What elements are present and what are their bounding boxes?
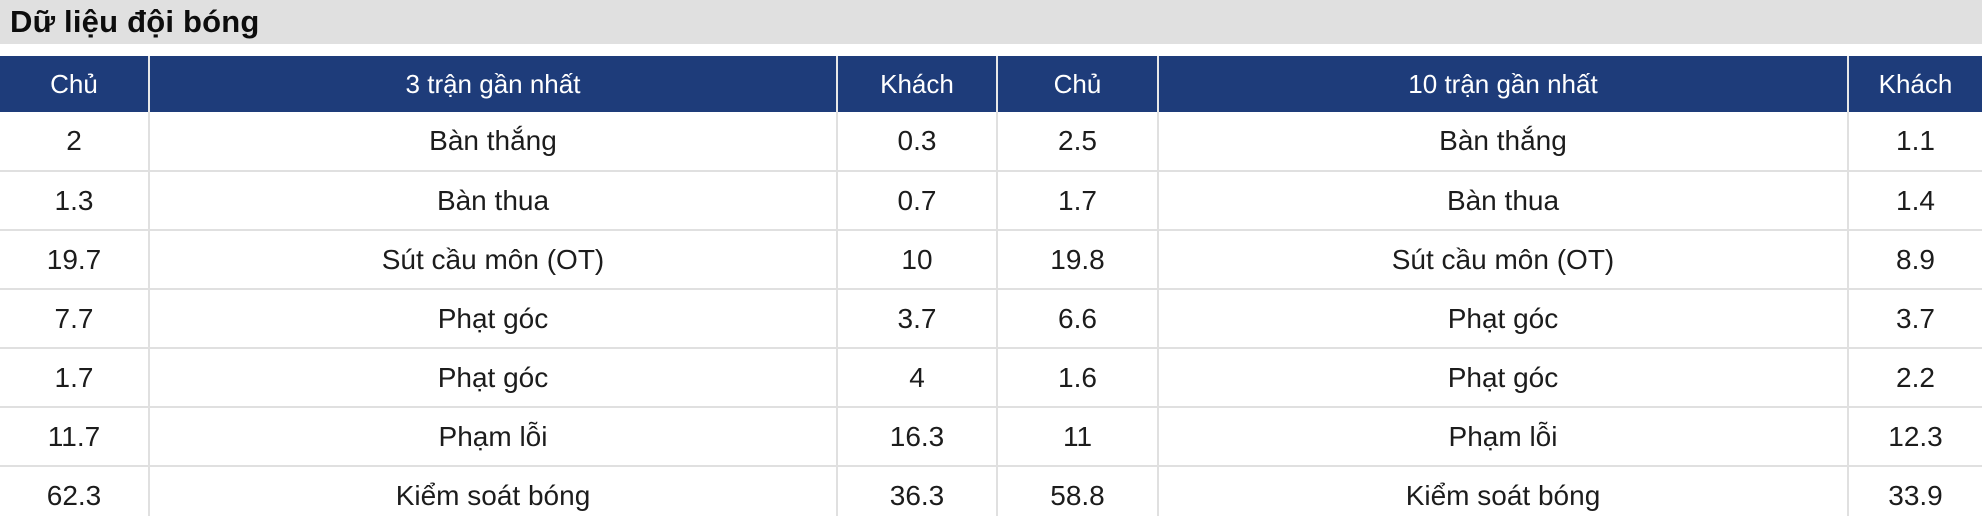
table-row: 62.3 Kiểm soát bóng 36.3 58.8 Kiểm soát bóng… bbox=[0, 466, 1982, 516]
cell-home10: 11 bbox=[997, 407, 1159, 467]
cell-away3: 16.3 bbox=[837, 407, 998, 467]
header-cell-stat3: 3 trận gần nhất bbox=[149, 56, 838, 112]
cell-away10: 8.9 bbox=[1848, 230, 1982, 290]
header-cell-away10: Khách bbox=[1848, 56, 1982, 112]
cell-stat3: Sút cầu môn (OT) bbox=[149, 230, 838, 290]
cell-home10: 1.7 bbox=[997, 171, 1159, 231]
cell-home10: 58.8 bbox=[997, 466, 1159, 516]
cell-home3: 19.7 bbox=[0, 230, 150, 290]
cell-stat3: Bàn thua bbox=[149, 171, 838, 231]
cell-home10: 1.6 bbox=[997, 348, 1159, 408]
cell-away3: 36.3 bbox=[837, 466, 998, 516]
cell-home10: 19.8 bbox=[997, 230, 1159, 290]
cell-away3: 0.7 bbox=[837, 171, 998, 231]
header-cell-home10: Chủ bbox=[997, 56, 1159, 112]
cell-away3: 4 bbox=[837, 348, 998, 408]
header-cell-away3: Khách bbox=[837, 56, 998, 112]
team-stats-table: Chủ 3 trận gần nhất Khách Chủ 10 trận gần nh… bbox=[0, 56, 1982, 516]
cell-home3: 1.3 bbox=[0, 171, 150, 231]
cell-stat3: Kiểm soát bóng bbox=[149, 466, 838, 516]
cell-away10: 3.7 bbox=[1848, 289, 1982, 349]
cell-away3: 3.7 bbox=[837, 289, 998, 349]
cell-stat10: Phạm lỗi bbox=[1158, 407, 1849, 467]
table-row: 1.7 Phạt góc 4 1.6 Phạt góc 2.2 bbox=[0, 348, 1982, 408]
cell-stat10: Kiểm soát bóng bbox=[1158, 466, 1849, 516]
header-cell-home3: Chủ bbox=[0, 56, 150, 112]
table-row: 2 Bàn thắng 0.3 2.5 Bàn thắng 1.1 bbox=[0, 112, 1982, 172]
cell-away10: 1.4 bbox=[1848, 171, 1982, 231]
cell-away3: 0.3 bbox=[837, 112, 998, 172]
table-row: 19.7 Sút cầu môn (OT) 10 19.8 Sút cầu môn (O… bbox=[0, 230, 1982, 290]
cell-stat3: Phạm lỗi bbox=[149, 407, 838, 467]
title-separator bbox=[0, 44, 1982, 56]
header-cell-stat10: 10 trận gần nhất bbox=[1158, 56, 1849, 112]
cell-stat3: Bàn thắng bbox=[149, 112, 838, 172]
cell-home3: 2 bbox=[0, 112, 150, 172]
cell-away10: 2.2 bbox=[1848, 348, 1982, 408]
cell-stat10: Phạt góc bbox=[1158, 289, 1849, 349]
cell-away10: 33.9 bbox=[1848, 466, 1982, 516]
table-row: 7.7 Phạt góc 3.7 6.6 Phạt góc 3.7 bbox=[0, 289, 1982, 349]
cell-stat10: Bàn thắng bbox=[1158, 112, 1849, 172]
table-row: 1.3 Bàn thua 0.7 1.7 Bàn thua 1.4 bbox=[0, 171, 1982, 231]
cell-home3: 11.7 bbox=[0, 407, 150, 467]
header-row: Chủ 3 trận gần nhất Khách Chủ 10 trận gần nh… bbox=[0, 56, 1982, 112]
cell-stat10: Phạt góc bbox=[1158, 348, 1849, 408]
table-row: 11.7 Phạm lỗi 16.3 11 Phạm lỗi 12.3 bbox=[0, 407, 1982, 467]
cell-home3: 7.7 bbox=[0, 289, 150, 349]
cell-home10: 2.5 bbox=[997, 112, 1159, 172]
cell-away10: 12.3 bbox=[1848, 407, 1982, 467]
cell-stat10: Sút cầu môn (OT) bbox=[1158, 230, 1849, 290]
cell-away10: 1.1 bbox=[1848, 112, 1982, 172]
cell-stat3: Phạt góc bbox=[149, 348, 838, 408]
section-title: Dữ liệu đội bóng bbox=[0, 0, 1982, 44]
cell-home10: 6.6 bbox=[997, 289, 1159, 349]
cell-home3: 62.3 bbox=[0, 466, 150, 516]
cell-stat10: Bàn thua bbox=[1158, 171, 1849, 231]
cell-away3: 10 bbox=[837, 230, 998, 290]
cell-home3: 1.7 bbox=[0, 348, 150, 408]
cell-stat3: Phạt góc bbox=[149, 289, 838, 349]
